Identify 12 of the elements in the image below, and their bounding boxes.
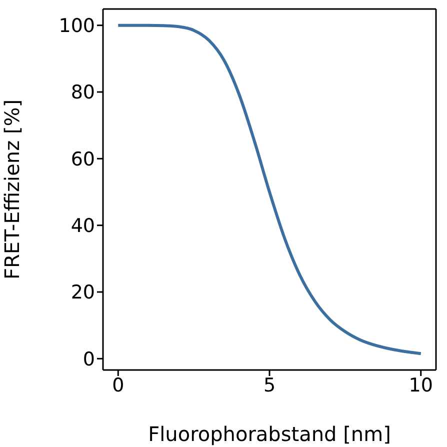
line-series: [116, 24, 422, 356]
y-tick-label: 60: [70, 148, 95, 170]
y-axis-title: FRET-Effizienz [%]: [0, 99, 24, 280]
y-tick-label: 0: [82, 348, 95, 370]
y-tick-label: 20: [70, 282, 95, 304]
y-tick-label: 100: [58, 15, 95, 38]
x-tick-label: 5: [263, 374, 276, 396]
y-tick-label: 80: [70, 82, 95, 104]
x-axis-title: Fluorophorabstand [nm]: [148, 422, 391, 446]
x-tick-label: 0: [112, 374, 124, 396]
y-tick-label: 40: [70, 215, 95, 238]
x-tick-label: 10: [408, 374, 433, 396]
